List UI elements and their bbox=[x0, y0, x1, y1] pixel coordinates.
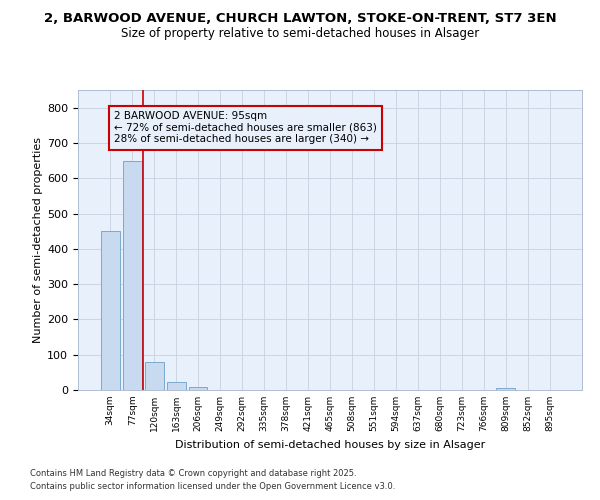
Bar bbox=[167, 382, 185, 390]
Bar bbox=[145, 362, 164, 390]
Text: Size of property relative to semi-detached houses in Alsager: Size of property relative to semi-detach… bbox=[121, 28, 479, 40]
Text: 2 BARWOOD AVENUE: 95sqm
← 72% of semi-detached houses are smaller (863)
28% of s: 2 BARWOOD AVENUE: 95sqm ← 72% of semi-de… bbox=[114, 111, 377, 144]
X-axis label: Distribution of semi-detached houses by size in Alsager: Distribution of semi-detached houses by … bbox=[175, 440, 485, 450]
Bar bbox=[123, 162, 142, 390]
Bar bbox=[189, 387, 208, 390]
Text: 2, BARWOOD AVENUE, CHURCH LAWTON, STOKE-ON-TRENT, ST7 3EN: 2, BARWOOD AVENUE, CHURCH LAWTON, STOKE-… bbox=[44, 12, 556, 26]
Y-axis label: Number of semi-detached properties: Number of semi-detached properties bbox=[33, 137, 43, 343]
Bar bbox=[496, 388, 515, 390]
Bar bbox=[101, 231, 119, 390]
Text: Contains public sector information licensed under the Open Government Licence v3: Contains public sector information licen… bbox=[30, 482, 395, 491]
Text: Contains HM Land Registry data © Crown copyright and database right 2025.: Contains HM Land Registry data © Crown c… bbox=[30, 468, 356, 477]
